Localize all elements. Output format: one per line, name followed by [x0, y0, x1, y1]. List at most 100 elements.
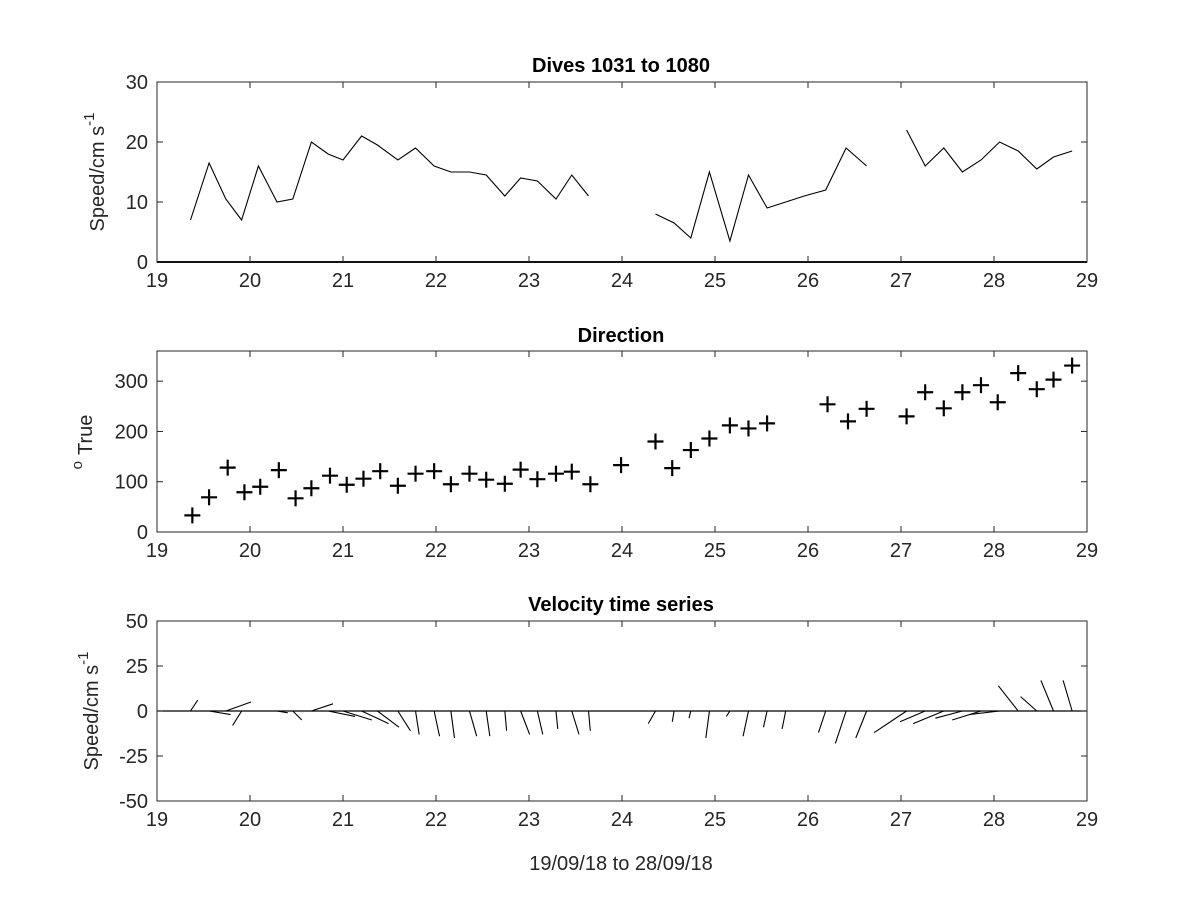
- direction-marker: [701, 430, 718, 447]
- x-tick-label: 29: [1076, 540, 1098, 562]
- x-tick-label: 26: [797, 540, 819, 562]
- direction-marker: [219, 459, 236, 476]
- velocity-stick: [781, 710, 787, 730]
- velocity-stick: [671, 710, 675, 722]
- y-tick-label: 50: [126, 611, 148, 633]
- direction-marker: [935, 400, 952, 417]
- y-tick-label: 10: [126, 192, 148, 214]
- x-tick-label: 23: [518, 270, 540, 292]
- velocity-stick: [361, 710, 389, 725]
- direction-series: [184, 357, 1081, 524]
- velocity-stick: [762, 710, 768, 728]
- velocity-stick: [725, 710, 731, 717]
- velocity-stick: [468, 710, 478, 737]
- y-tick-label: 30: [126, 72, 148, 94]
- direction-marker: [372, 463, 389, 480]
- direction-marker: [461, 465, 478, 482]
- direction-marker: [1028, 381, 1045, 398]
- speed-y-ticks: 0 10 20 30: [126, 72, 1087, 274]
- velocity-stick: [571, 710, 580, 735]
- x-tick-label: 27: [890, 540, 912, 562]
- velocity-stick: [190, 699, 199, 712]
- direction-marker: [858, 400, 875, 417]
- direction-marker: [898, 408, 915, 425]
- velocity-x-axis-label: 19/09/18 to 28/09/18: [529, 853, 713, 875]
- direction-marker: [303, 480, 320, 497]
- x-tick-label: 24: [611, 809, 633, 831]
- x-tick-label: 21: [332, 270, 354, 292]
- x-tick-label: 19: [146, 540, 168, 562]
- direction-marker: [496, 475, 513, 492]
- x-tick-label: 22: [425, 270, 447, 292]
- x-tick-label: 28: [983, 270, 1005, 292]
- direction-marker: [442, 476, 459, 493]
- direction-marker: [972, 377, 989, 394]
- velocity-stick: [742, 710, 750, 737]
- speed-axes-box: [156, 81, 1088, 263]
- velocity-chart-title: Velocity time series: [528, 594, 714, 616]
- y-tick-label: 0: [137, 252, 148, 274]
- direction-chart-title: Direction: [578, 325, 665, 347]
- y-tick-label: 200: [115, 421, 148, 443]
- velocity-stick: [817, 710, 827, 733]
- speed-y-axis-label: Speed/cm s-1: [81, 113, 109, 232]
- y-tick-label: 300: [115, 371, 148, 393]
- velocity-stick: [397, 710, 411, 732]
- direction-marker: [512, 461, 529, 478]
- direction-marker: [355, 470, 372, 487]
- y-tick-label: 100: [115, 472, 148, 494]
- direction-marker: [338, 476, 355, 493]
- x-tick-label: 23: [518, 540, 540, 562]
- x-tick-label: 28: [983, 809, 1005, 831]
- velocity-x-ticks: 19 20 21 22 23 24 25 26 27 28 29: [146, 621, 1098, 831]
- velocity-stick: [1062, 680, 1073, 712]
- velocity-series: [190, 680, 1073, 744]
- direction-marker: [1064, 357, 1081, 374]
- direction-marker: [547, 465, 564, 482]
- velocity-stick: [899, 710, 926, 723]
- velocity-y-axis-label-text: Speed/cm s: [81, 665, 103, 771]
- velocity-stick: [225, 701, 252, 712]
- speed-line-segment: [655, 147, 867, 243]
- direction-marker: [407, 465, 424, 482]
- x-tick-label: 25: [704, 270, 726, 292]
- velocity-stick: [232, 710, 243, 726]
- direction-marker: [664, 460, 681, 477]
- velocity-y-axis-label: Speed/cm s-1: [75, 652, 103, 771]
- velocity-y-ticks: -50 -25 0 25 50: [119, 611, 1087, 813]
- x-tick-label: 21: [332, 540, 354, 562]
- direction-marker: [529, 471, 546, 488]
- velocity-stick: [292, 710, 303, 721]
- direction-marker: [270, 462, 287, 479]
- y-tick-label: 0: [137, 522, 148, 544]
- x-tick-label: 20: [239, 809, 261, 831]
- direction-marker: [1010, 365, 1027, 382]
- x-tick-label: 29: [1076, 270, 1098, 292]
- direction-marker: [426, 463, 443, 480]
- velocity-stick: [952, 710, 982, 721]
- velocity-stick: [504, 710, 508, 731]
- velocity-stick: [414, 710, 420, 735]
- velocity-stick: [450, 710, 456, 739]
- direction-marker: [321, 467, 338, 484]
- direction-marker: [721, 417, 738, 434]
- direction-marker: [917, 384, 934, 401]
- direction-marker: [563, 463, 580, 480]
- x-tick-label: 26: [797, 270, 819, 292]
- velocity-stick: [1020, 696, 1038, 712]
- velocity-stick: [328, 710, 356, 717]
- x-tick-label: 20: [239, 540, 261, 562]
- direction-y-axis-label-sup: o: [69, 461, 86, 469]
- direction-marker: [819, 396, 836, 413]
- x-tick-label: 22: [425, 540, 447, 562]
- direction-marker: [954, 384, 971, 401]
- x-tick-label: 21: [332, 809, 354, 831]
- velocity-panel: Velocity time series 19 20 21 22 23 24 25 26 27 2…: [75, 594, 1098, 875]
- direction-x-ticks: 19 20 21 22 23 24 25 26 27 28 29: [146, 351, 1098, 562]
- velocity-stick: [342, 710, 372, 721]
- direction-marker: [478, 471, 495, 488]
- direction-marker: [613, 457, 630, 474]
- speed-line-segment: [906, 129, 1073, 173]
- direction-marker: [989, 394, 1006, 411]
- x-tick-label: 25: [704, 809, 726, 831]
